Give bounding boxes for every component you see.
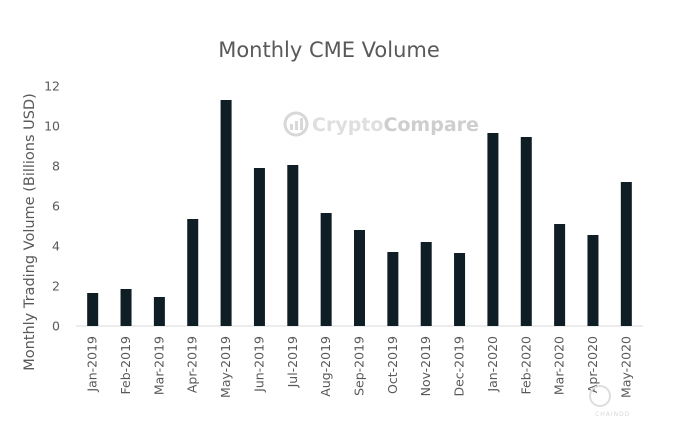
bar-jul-2019 xyxy=(287,165,299,326)
bar-nov-2019 xyxy=(420,242,432,326)
svg-text:CryptoCompare: CryptoCompare xyxy=(312,114,479,136)
bar-feb-2020 xyxy=(520,137,532,326)
bar-jan-2019 xyxy=(87,293,99,326)
y-axis-ticks: 0 2 4 6 8 10 12 xyxy=(44,79,60,334)
bar-mar-2019 xyxy=(153,297,165,326)
bar-jun-2019 xyxy=(253,168,265,326)
bar-may-2019 xyxy=(220,100,232,326)
x-tick-label: Mar-2020 xyxy=(552,336,567,395)
y-tick-label: 4 xyxy=(52,239,60,254)
x-tick-label: Jan-2019 xyxy=(85,336,100,393)
x-tick-label: Feb-2019 xyxy=(118,336,133,395)
chart-title: Monthly CME Volume xyxy=(218,38,440,62)
x-axis-ticks: Jan-2019 Feb-2019 Mar-2019 Apr-2019 May-2019… xyxy=(85,336,634,398)
x-tick-label: Mar-2019 xyxy=(151,336,166,395)
bar-aug-2019 xyxy=(320,213,332,326)
bar-oct-2019 xyxy=(387,252,399,326)
x-tick-label: May-2020 xyxy=(618,336,633,398)
watermark-brand-light: Crypto xyxy=(312,114,383,136)
bar-apr-2020 xyxy=(587,235,599,326)
y-tick-label: 6 xyxy=(52,199,60,214)
x-tick-label: Sep-2019 xyxy=(352,336,367,396)
x-tick-label: Jul-2019 xyxy=(285,336,300,388)
bar-jan-2020 xyxy=(487,133,499,326)
x-tick-label: May-2019 xyxy=(218,336,233,398)
x-tick-label: Aug-2019 xyxy=(318,336,333,397)
y-tick-label: 2 xyxy=(52,279,60,294)
y-tick-label: 10 xyxy=(44,119,60,134)
watermark-logo-icon xyxy=(283,111,309,137)
y-tick-label: 12 xyxy=(44,79,60,94)
x-tick-label: Dec-2019 xyxy=(452,336,467,397)
bar-sep-2019 xyxy=(354,230,365,326)
y-axis-label: Monthly Trading Volume (Billions USD) xyxy=(22,93,38,371)
x-tick-label: Nov-2019 xyxy=(418,336,433,396)
bars xyxy=(87,100,632,326)
bar-mar-2020 xyxy=(554,224,566,326)
watermark-brand-bold: Compare xyxy=(383,114,478,136)
x-tick-label: Apr-2020 xyxy=(585,336,600,393)
y-tick-label: 0 xyxy=(52,319,60,334)
y-tick-label: 8 xyxy=(52,159,60,174)
corner-logo-text: CHAINDD xyxy=(595,411,630,418)
x-tick-label: Apr-2019 xyxy=(185,336,200,393)
bar-feb-2019 xyxy=(120,289,132,326)
x-tick-label: Feb-2020 xyxy=(518,336,533,395)
x-tick-label: Jan-2020 xyxy=(485,336,500,393)
x-tick-label: Oct-2019 xyxy=(385,336,400,394)
bar-dec-2019 xyxy=(454,253,466,326)
corner-logo-icon xyxy=(589,385,611,407)
bar-may-2020 xyxy=(620,182,632,326)
corner-logo: CHAINDD xyxy=(589,385,630,418)
watermark: CryptoCompare xyxy=(283,111,479,137)
bar-apr-2019 xyxy=(187,219,199,326)
x-tick-label: Jun-2019 xyxy=(251,336,266,393)
